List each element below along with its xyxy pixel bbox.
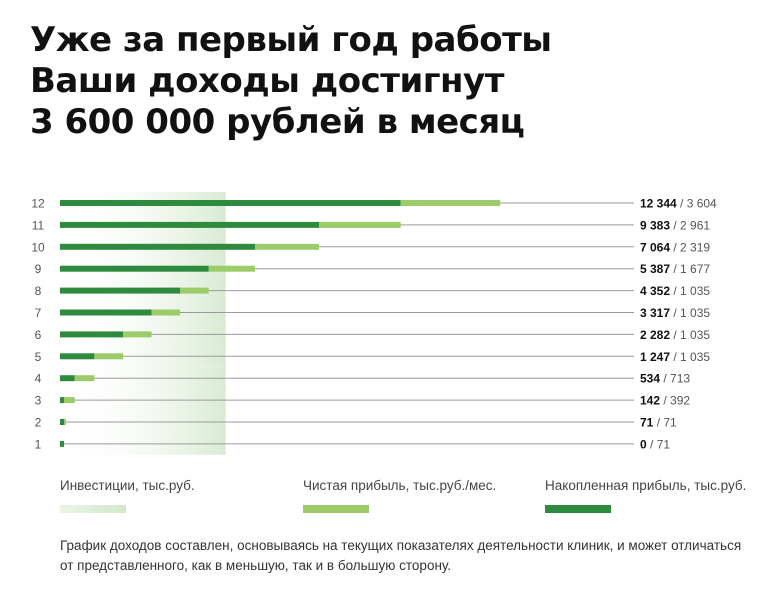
headline-line-3: 3 600 000 рублей в месяц [30,102,525,142]
value-label-monthly: / 3 604 [677,197,717,211]
bar-accumulated-3 [60,397,64,404]
legend-net-profit-label: Чистая прибыль, тыс.руб./мес. [303,478,497,493]
bar-accumulated-2 [60,419,64,425]
legend-investments-label: Инвестиции, тыс.руб. [60,478,195,493]
value-label: 0 / 71 [640,437,670,451]
value-label: 71 / 71 [640,416,677,430]
bar-net-profit-8 [180,287,209,294]
value-label-accumulated: 4 352 [640,284,670,298]
value-label-monthly: / 1 035 [670,284,710,298]
bar-net-profit-12 [400,200,501,206]
category-label: 4 [35,372,42,386]
value-label-accumulated: 142 [640,394,660,408]
bar-net-profit-9 [208,265,255,272]
legend-investments-swatch [60,505,126,513]
bar-accumulated-6 [60,331,123,338]
category-label: 7 [35,306,42,320]
legend-net-profit: Чистая прибыль, тыс.руб./мес. [303,478,496,513]
bar-accumulated-1 [60,440,64,447]
value-label-accumulated: 3 317 [640,306,670,320]
value-label-accumulated: 12 344 [640,197,677,211]
category-label: 3 [35,394,42,408]
headline-line-1: Уже за первый год работы [30,20,552,60]
legend-accumulated-swatch [545,505,611,513]
value-label-accumulated: 0 [640,437,647,451]
value-label-accumulated: 9 383 [640,218,670,232]
value-label-monthly: / 1 035 [670,350,710,364]
legend-accumulated-label: Накопленная прибыль, тыс.руб. [545,478,747,493]
bar-accumulated-11 [60,221,319,228]
category-label: 9 [35,262,42,276]
bar-net-profit-4 [74,375,95,382]
value-label: 5 387 / 1 677 [640,262,710,276]
value-label: 12 344 / 3 604 [640,197,717,211]
value-label-accumulated: 71 [640,416,654,430]
category-label: 6 [35,328,42,342]
bar-accumulated-12 [60,200,401,206]
value-label: 7 064 / 2 319 [640,240,710,254]
bar-net-profit-5 [94,353,123,360]
value-label-accumulated: 5 387 [640,262,670,276]
category-label: 10 [31,240,45,254]
category-label: 2 [35,416,42,430]
bar-net-profit-6 [123,331,152,338]
value-label-monthly: / 71 [647,437,671,451]
value-label: 3 317 / 1 035 [640,306,710,320]
value-label-monthly: / 2 961 [670,218,710,232]
value-label-accumulated: 534 [640,372,660,386]
value-label: 1 247 / 1 035 [640,350,710,364]
bar-accumulated-10 [60,243,255,250]
value-label-monthly: / 713 [660,372,690,386]
category-label: 12 [31,197,45,211]
value-label-monthly: / 1 677 [670,262,710,276]
bar-net-profit-3 [64,397,75,404]
category-label: 8 [35,284,42,298]
headline-line-2: Ваши доходы достигнут [30,61,504,101]
value-label: 9 383 / 2 961 [640,218,710,232]
value-label-monthly: / 392 [660,394,690,408]
legend-accumulated: Накопленная прибыль, тыс.руб. [545,478,746,513]
bar-net-profit-7 [151,309,181,316]
value-label-monthly: / 71 [653,416,677,430]
value-label-accumulated: 7 064 [640,240,670,254]
value-label: 2 282 / 1 035 [640,328,710,342]
value-label-monthly: / 2 319 [670,240,710,254]
legend-net-profit-swatch [303,505,369,513]
bar-accumulated-4 [60,375,75,382]
footnote: График доходов составлен, основываясь на… [60,538,742,573]
bar-accumulated-8 [60,287,181,294]
value-label: 142 / 392 [640,394,690,408]
value-label: 4 352 / 1 035 [640,284,710,298]
value-label: 534 / 713 [640,372,690,386]
category-label: 1 [35,437,42,451]
category-label: 5 [35,350,42,364]
bar-net-profit-2 [64,419,66,425]
bar-accumulated-7 [60,309,152,316]
value-label-accumulated: 1 247 [640,350,670,364]
headline: Уже за первый год работы Ваши доходы дос… [30,20,552,143]
value-label-monthly: / 1 035 [670,328,710,342]
bar-net-profit-10 [255,243,319,250]
value-label-accumulated: 2 282 [640,328,670,342]
category-label: 11 [32,218,45,232]
bar-net-profit-11 [319,221,401,228]
legend-investments: Инвестиции, тыс.руб. [60,478,195,513]
bar-accumulated-5 [60,353,95,360]
value-label-monthly: / 1 035 [670,306,710,320]
bar-accumulated-9 [60,265,209,272]
